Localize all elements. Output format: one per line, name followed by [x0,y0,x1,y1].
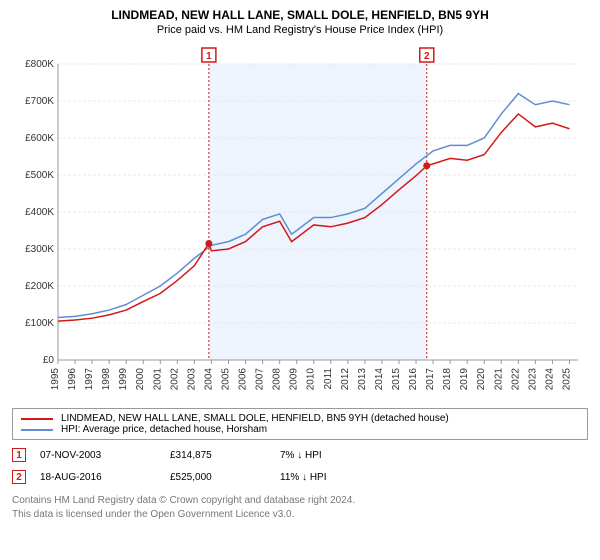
svg-text:2020: 2020 [476,368,487,391]
svg-text:2009: 2009 [289,368,300,391]
marker-id-box: 1 [12,448,26,462]
svg-text:1: 1 [206,51,212,62]
chart-title: LINDMEAD, NEW HALL LANE, SMALL DOLE, HEN… [12,8,588,22]
marker-price: £314,875 [170,450,280,461]
marker-date: 07-NOV-2003 [40,450,170,461]
svg-text:£300K: £300K [25,244,54,255]
svg-text:2013: 2013 [357,368,368,391]
svg-text:2012: 2012 [340,368,351,391]
svg-text:2003: 2003 [186,368,197,391]
svg-text:1997: 1997 [84,368,95,391]
svg-text:2015: 2015 [391,368,402,391]
svg-text:1998: 1998 [101,368,112,391]
marker-delta: 11% ↓ HPI [280,472,390,483]
marker-date: 18-AUG-2016 [40,472,170,483]
svg-text:£500K: £500K [25,170,54,181]
marker-row: 2 18-AUG-2016£525,00011% ↓ HPI [12,470,588,484]
svg-text:2006: 2006 [238,368,249,391]
legend-label: LINDMEAD, NEW HALL LANE, SMALL DOLE, HEN… [61,413,449,424]
svg-text:2: 2 [424,51,430,62]
svg-text:2002: 2002 [169,368,180,391]
svg-text:£700K: £700K [25,96,54,107]
svg-text:2025: 2025 [561,368,572,391]
svg-text:2023: 2023 [527,368,538,391]
line-chart: £0 £100K £200K £300K £400K £500K £600K £700K £80… [12,42,588,402]
svg-text:2005: 2005 [220,368,231,391]
svg-text:1996: 1996 [67,368,78,391]
svg-text:2008: 2008 [272,368,283,391]
svg-text:2014: 2014 [374,368,385,391]
legend-row: LINDMEAD, NEW HALL LANE, SMALL DOLE, HEN… [21,413,579,424]
copyright-line-2: This data is licensed under the Open Gov… [12,508,588,522]
marker-delta: 7% ↓ HPI [280,450,390,461]
svg-text:2019: 2019 [459,368,470,391]
legend-row: HPI: Average price, detached house, Hors… [21,424,579,435]
svg-text:2016: 2016 [408,368,419,391]
svg-text:2011: 2011 [323,368,334,390]
svg-text:2007: 2007 [255,368,266,391]
copyright-line-1: Contains HM Land Registry data © Crown c… [12,494,588,508]
svg-text:£400K: £400K [25,207,54,218]
svg-text:£200K: £200K [25,281,54,292]
chart-subtitle: Price paid vs. HM Land Registry's House … [12,24,588,36]
marker-id-box: 2 [12,470,26,484]
svg-text:2000: 2000 [135,368,146,391]
svg-text:£0: £0 [43,355,55,366]
marker-price: £525,000 [170,472,280,483]
legend-label: HPI: Average price, detached house, Hors… [61,424,267,435]
legend: LINDMEAD, NEW HALL LANE, SMALL DOLE, HEN… [12,408,588,440]
svg-text:£600K: £600K [25,133,54,144]
chart-area: £0 £100K £200K £300K £400K £500K £600K £700K £80… [12,42,588,402]
legend-swatch [21,418,53,420]
marker-data-rows: 1 07-NOV-2003£314,8757% ↓ HPI 2 18-AUG-2016… [12,448,588,484]
svg-text:2021: 2021 [493,368,504,391]
svg-text:2018: 2018 [442,368,453,391]
svg-text:2010: 2010 [306,368,317,391]
svg-text:2004: 2004 [203,368,214,391]
marker-row: 1 07-NOV-2003£314,8757% ↓ HPI [12,448,588,462]
svg-text:2017: 2017 [425,368,436,391]
copyright: Contains HM Land Registry data © Crown c… [12,494,588,521]
svg-text:£100K: £100K [25,318,54,329]
svg-text:£800K: £800K [25,59,54,70]
svg-text:1999: 1999 [118,368,129,391]
svg-text:2001: 2001 [152,368,163,391]
svg-text:2022: 2022 [510,368,521,391]
legend-swatch [21,429,53,431]
svg-text:1995: 1995 [50,368,61,391]
svg-text:2024: 2024 [544,368,555,391]
